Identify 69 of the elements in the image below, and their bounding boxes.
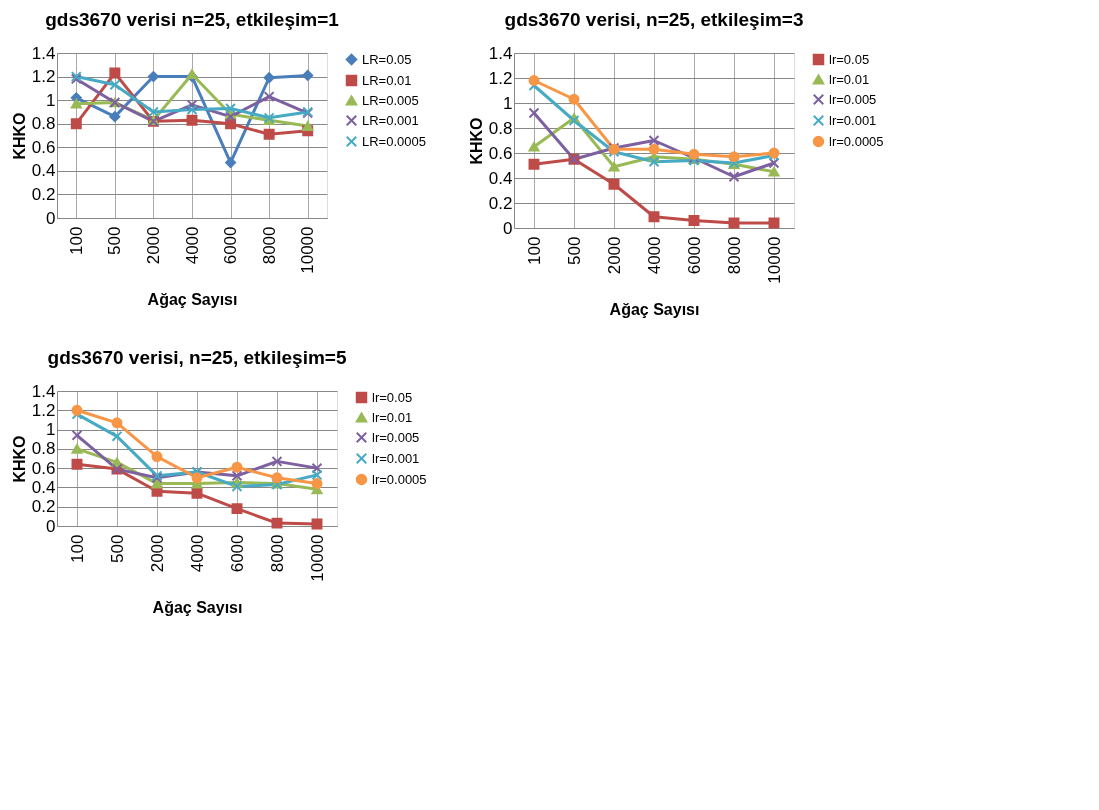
legend-label: lr=0.001 (372, 450, 420, 466)
legend-label: LR=0.01 (362, 72, 412, 88)
x-tick-label: 100 (66, 226, 86, 255)
x-tick-label: 4000 (644, 236, 664, 275)
y-tick-label: 0.6 (488, 143, 513, 163)
x-tick-label: 4000 (187, 534, 207, 573)
y-tick-label: 0 (46, 516, 56, 536)
legend-label: lr=0.05 (829, 51, 870, 67)
y-tick-label: 1 (503, 93, 513, 113)
x-tick-label: 100 (67, 534, 87, 563)
x-tick-label: 6000 (227, 534, 247, 573)
y-tick-label: 1 (46, 420, 56, 440)
legend-label: LR=0.0005 (362, 133, 426, 149)
y-tick-label: 0.2 (31, 497, 56, 517)
y-tick-label: 0.2 (31, 184, 56, 204)
legend-label: lr=0.005 (372, 429, 420, 445)
y-tick-label: 0.8 (31, 439, 56, 459)
y-tick-label: 0.6 (31, 458, 56, 478)
y-axis-title: KHKO (467, 117, 485, 165)
y-tick-label: 1.4 (488, 43, 513, 63)
x-tick-label: 500 (105, 226, 125, 255)
y-tick-label: 0.4 (31, 477, 56, 497)
legend-label: LR=0.005 (362, 92, 419, 108)
y-tick-label: 1 (46, 90, 56, 110)
legend-label: lr=0.0005 (372, 471, 427, 487)
y-tick-label: 0 (503, 218, 513, 238)
legend-label: lr=0.0005 (829, 133, 884, 149)
y-tick-label: 0.4 (31, 161, 56, 181)
y-tick-label: 1.2 (488, 68, 513, 88)
y-axis-title: KHKO (10, 435, 28, 483)
x-tick-label: 4000 (182, 226, 202, 265)
legend-label: lr=0.001 (829, 112, 877, 128)
legend-label: LR=0.001 (362, 112, 419, 128)
y-tick-label: 1.4 (31, 43, 56, 63)
chart-title: gds3670 verisi, n=25, etkileşim=3 (504, 9, 804, 30)
chart-title: gds3670 verisi, n=25, etkileşim=5 (47, 347, 347, 368)
y-tick-label: 1.2 (31, 67, 56, 87)
x-tick-label: 8000 (724, 236, 744, 275)
x-axis-title: Ağaç Sayısı (152, 598, 243, 616)
x-axis-title: Ağaç Sayısı (609, 300, 700, 318)
x-tick-label: 2000 (147, 534, 167, 573)
x-tick-label: 100 (524, 236, 544, 265)
legend-label: lr=0.05 (372, 389, 413, 405)
y-tick-label: 0.6 (31, 137, 56, 157)
x-tick-label: 2000 (604, 236, 624, 275)
legend-label: lr=0.01 (829, 71, 870, 87)
chart-title: gds3670 verisi n=25, etkileşim=1 (45, 9, 340, 30)
y-tick-label: 0.4 (488, 168, 513, 188)
y-tick-label: 1.4 (31, 381, 56, 401)
legend-label: lr=0.01 (372, 409, 413, 425)
x-axis-title: Ağaç Sayısı (147, 290, 238, 308)
x-tick-label: 500 (564, 236, 584, 265)
x-tick-label: 6000 (221, 226, 241, 265)
x-tick-label: 500 (107, 534, 127, 563)
y-tick-label: 0.8 (31, 114, 56, 134)
x-tick-label: 10000 (307, 534, 327, 582)
x-tick-label: 6000 (684, 236, 704, 275)
legend-label: lr=0.005 (829, 91, 877, 107)
y-tick-label: 0.2 (488, 193, 513, 213)
y-tick-label: 1.2 (31, 400, 56, 420)
y-axis-title: KHKO (10, 112, 28, 160)
x-tick-label: 10000 (764, 236, 784, 284)
x-tick-label: 2000 (143, 226, 163, 265)
x-tick-label: 10000 (298, 226, 318, 274)
y-tick-label: 0.8 (488, 118, 513, 138)
y-tick-label: 0 (46, 208, 56, 228)
x-tick-label: 8000 (259, 226, 279, 265)
x-tick-label: 8000 (267, 534, 287, 573)
legend-label: LR=0.05 (362, 51, 412, 67)
